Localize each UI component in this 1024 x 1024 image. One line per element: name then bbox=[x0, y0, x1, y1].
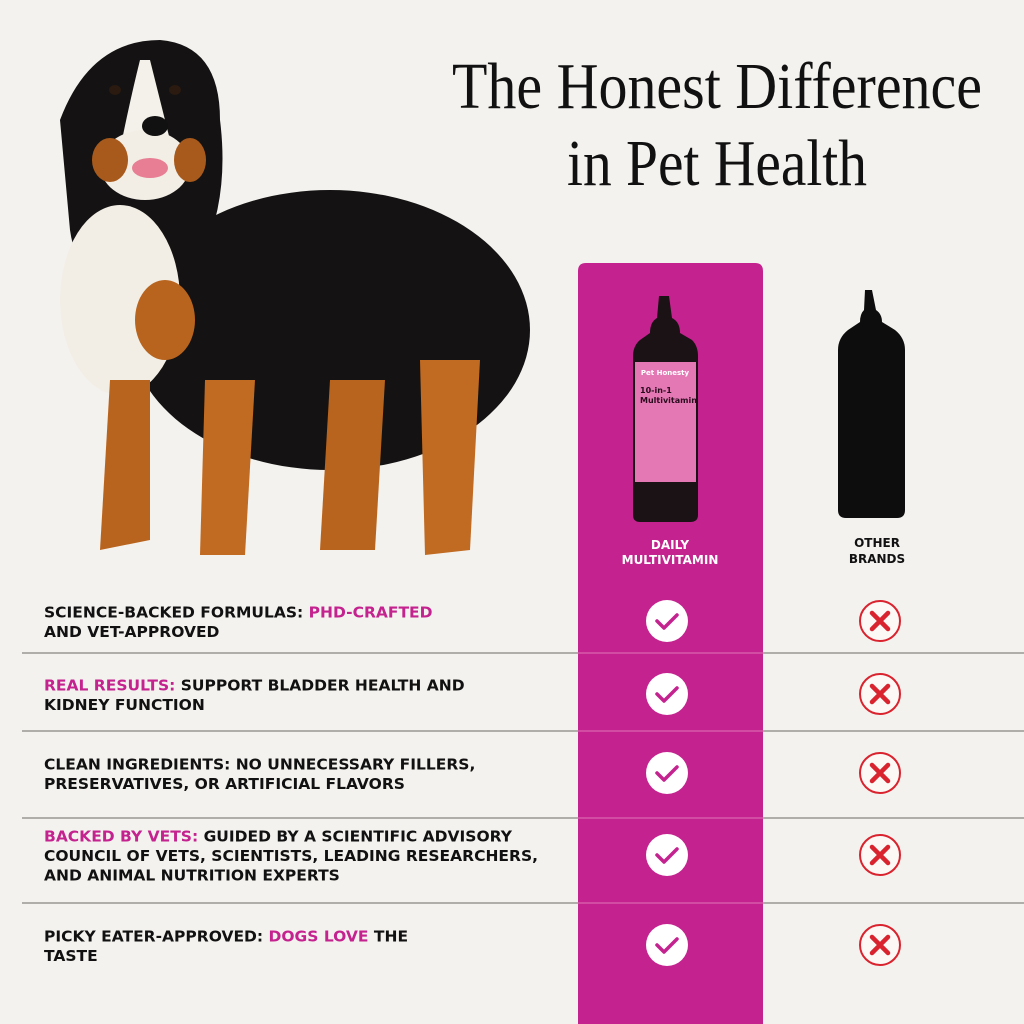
row-text-segment: PHD-CRAFTED bbox=[309, 603, 433, 621]
bottle-name: Multivitamin bbox=[640, 396, 697, 405]
cross-mark bbox=[869, 934, 891, 956]
other-bottle bbox=[838, 290, 905, 518]
check-mark bbox=[655, 686, 679, 703]
bottle-name: 10-in-1 bbox=[640, 386, 672, 395]
row-text: REAL RESULTS: SUPPORT BLADDER HEALTH AND bbox=[44, 676, 465, 694]
check-mark bbox=[655, 937, 679, 954]
row-text-segment: SUPPORT BLADDER HEALTH AND bbox=[181, 676, 465, 694]
row-text-segment: SCIENCE-BACKED FORMULAS: bbox=[44, 603, 309, 621]
check-mark bbox=[655, 765, 679, 782]
check-icon bbox=[646, 673, 688, 715]
row-text-segment: COUNCIL OF VETS, SCIENTISTS, LEADING RES… bbox=[44, 847, 538, 865]
check-icon bbox=[646, 600, 688, 642]
cross-mark bbox=[869, 683, 891, 705]
check-icon bbox=[646, 752, 688, 794]
row-text: KIDNEY FUNCTION bbox=[44, 696, 205, 714]
row-text-segment: REAL RESULTS: bbox=[44, 676, 181, 694]
cross-mark bbox=[869, 610, 891, 632]
row-text-segment: AND ANIMAL NUTRITION EXPERTS bbox=[44, 867, 340, 885]
row-text-segment: KIDNEY FUNCTION bbox=[44, 696, 205, 714]
highlight-column bbox=[578, 263, 763, 1024]
cross-mark bbox=[869, 762, 891, 784]
row-text: AND VET-APPROVED bbox=[44, 623, 220, 641]
dog-illustration bbox=[60, 40, 530, 555]
row-text: TASTE bbox=[44, 947, 98, 965]
row-text: PICKY EATER-APPROVED: DOGS LOVE THE bbox=[44, 927, 408, 945]
row-text: PRESERVATIVES, OR ARTIFICIAL FLAVORS bbox=[44, 775, 405, 793]
title-line: The Honest Difference bbox=[452, 50, 982, 123]
column-label: DAILY bbox=[651, 538, 689, 552]
row-text-segment: GUIDED BY A SCIENTIFIC ADVISORY bbox=[204, 828, 513, 846]
row-text-segment: CLEAN INGREDIENTS: NO UNNECESSARY FILLER… bbox=[44, 755, 475, 773]
row-text-segment: BACKED BY VETS: bbox=[44, 828, 204, 846]
row-text-segment: PRESERVATIVES, OR ARTIFICIAL FLAVORS bbox=[44, 775, 405, 793]
product-bottle: Pet Honesty 10-in-1 Multivitamin bbox=[633, 296, 698, 522]
column-label: OTHER bbox=[854, 536, 900, 550]
row-text: AND ANIMAL NUTRITION EXPERTS bbox=[44, 867, 340, 885]
row-text-segment: THE bbox=[369, 927, 409, 945]
title-line: in Pet Health bbox=[567, 127, 867, 200]
column-label: BRANDS bbox=[849, 552, 905, 566]
column-label: MULTIVITAMIN bbox=[622, 553, 719, 567]
row-text-segment: PICKY EATER-APPROVED: bbox=[44, 927, 269, 945]
row-text-segment: DOGS LOVE bbox=[269, 927, 369, 945]
row-text-segment: TASTE bbox=[44, 947, 98, 965]
bottle-brand: Pet Honesty bbox=[641, 369, 690, 377]
cross-mark bbox=[869, 844, 891, 866]
check-icon bbox=[646, 834, 688, 876]
check-mark bbox=[655, 847, 679, 864]
row-text: SCIENCE-BACKED FORMULAS: PHD-CRAFTED bbox=[44, 603, 433, 621]
row-text-segment: AND VET-APPROVED bbox=[44, 623, 220, 641]
row-text: CLEAN INGREDIENTS: NO UNNECESSARY FILLER… bbox=[44, 755, 475, 773]
check-mark bbox=[655, 613, 679, 630]
row-text: COUNCIL OF VETS, SCIENTISTS, LEADING RES… bbox=[44, 847, 538, 865]
check-icon bbox=[646, 924, 688, 966]
row-text: BACKED BY VETS: GUIDED BY A SCIENTIFIC A… bbox=[44, 828, 513, 846]
